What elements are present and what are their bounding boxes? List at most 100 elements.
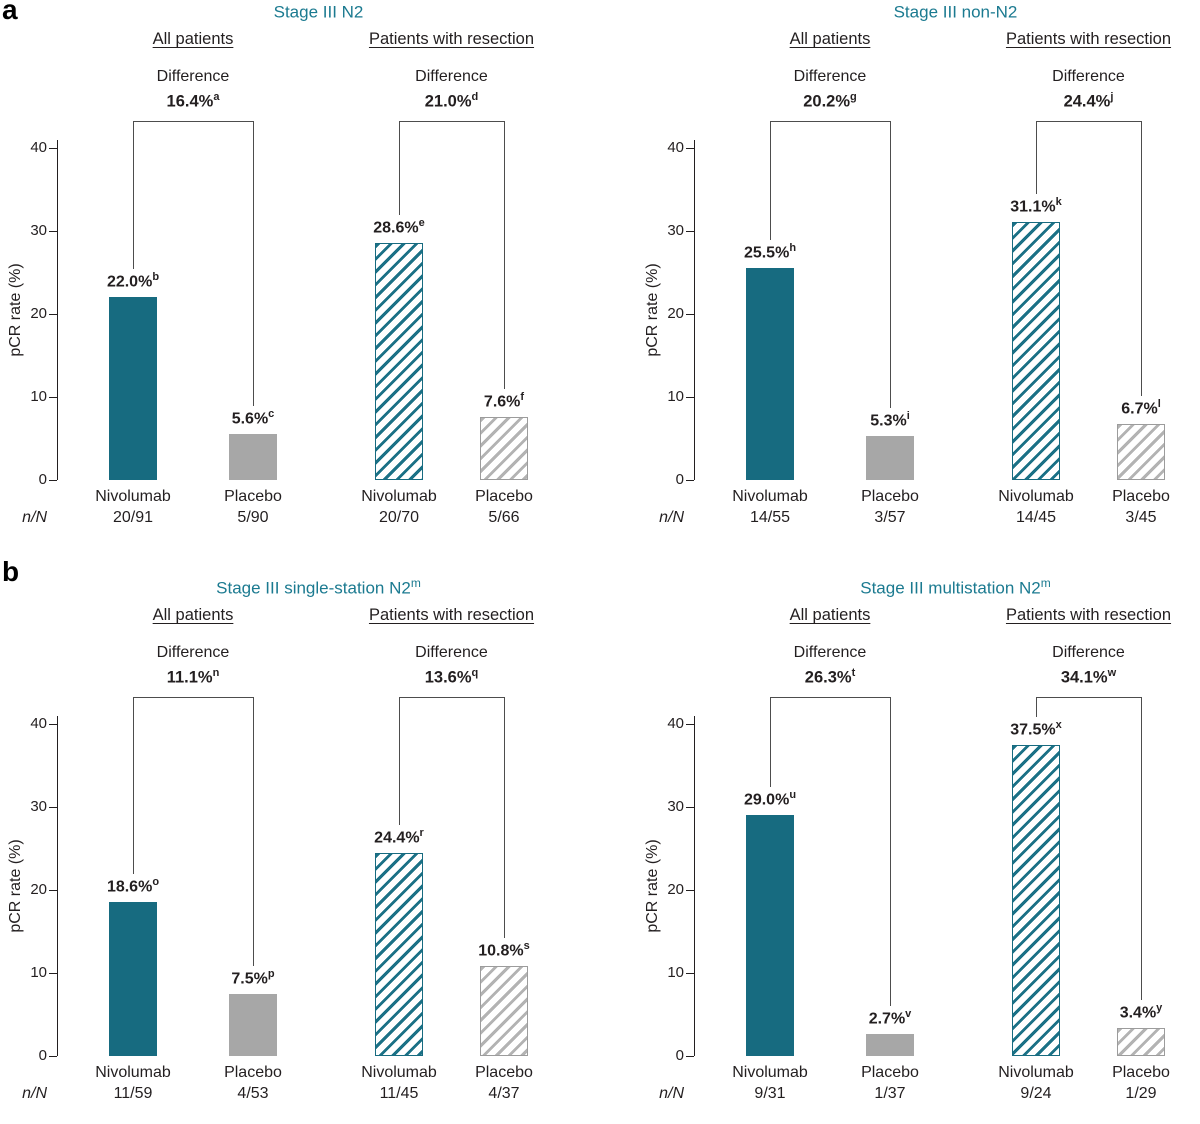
y-axis-label: pCR rate (%) [644,263,661,357]
comparison-bracket-line [133,121,134,270]
y-tick-label: 30 [667,798,684,815]
bar-value-superscript: v [905,1007,912,1020]
bar-value-label: 31.1%k [971,196,1101,216]
chart-title: Stage III single-station N2m [57,576,580,599]
y-tick-mark [686,807,694,808]
difference-label: Difference [793,644,867,661]
bar-chart-stage-iii-single-station-n2: Stage III single-station N2m 0 10 20 30 40 pCR… [0,576,562,1124]
bar-n-over-N-value: 5/90 [237,509,269,526]
comparison-bracket-line [890,121,891,408]
bar-value-superscript: o [152,875,160,888]
difference-label: Difference [415,68,488,85]
bar-value-text: 3.4% [1119,1004,1157,1022]
y-tick-mark [49,314,57,315]
bar-value-label: 5.6%c [188,408,318,428]
bar-value-text: 5.3% [870,412,907,430]
group-header: All patients [152,30,234,48]
bar-value-text: 2.7% [868,1009,906,1027]
bar-value-text: 24.4% [374,829,420,847]
bar-category-label: Nivolumab [95,488,171,505]
bar-nivolumab [1012,744,1060,1056]
y-tick-mark [49,973,57,974]
bar-value-text: 5.6% [231,409,269,427]
bar-value-superscript: k [1055,195,1062,208]
bar-category-label: Placebo [224,1064,282,1081]
difference-value: 26.3% [804,668,852,687]
y-tick-label: 20 [30,881,47,898]
difference-value-line: 11.1%n [83,663,303,688]
difference-annotation: Difference 26.3%t [720,642,940,688]
bar-category-label: Placebo [475,488,533,505]
y-tick-mark [49,807,57,808]
bar-nivolumab [746,815,794,1056]
n-over-N-label: n/N [659,1085,684,1102]
y-tick-label: 10 [30,964,47,981]
bar-placebo [1117,1027,1165,1056]
bar-value-superscript: e [418,216,425,229]
bar-value-text: 18.6% [106,877,153,895]
y-tick-label: 10 [667,388,684,405]
difference-value: 13.6% [424,668,472,687]
bar-value-text: 10.8% [478,942,524,960]
difference-superscript: j [1110,91,1114,103]
y-tick-label: 40 [30,139,47,156]
y-axis-line [57,140,58,480]
y-tick-mark [686,397,694,398]
bar-chart-stage-iii-non-n2: Stage III non-N2 0 10 20 30 40 pCR rate (%) n/N… [637,0,1199,548]
difference-value: 34.1% [1060,668,1108,687]
difference-superscript: w [1107,667,1117,679]
difference-label: Difference [1052,644,1125,661]
y-axis-label: pCR rate (%) [7,839,24,933]
bar-nivolumab [375,853,423,1056]
y-axis-label: pCR rate (%) [644,839,661,933]
bar-value-superscript: x [1055,718,1062,731]
y-tick-mark [686,314,694,315]
bar-n-over-N-value: 14/55 [749,509,791,526]
difference-value: 21.0% [424,92,472,111]
bar-category-label: Placebo [224,488,282,505]
bar-category-label: Nivolumab [998,488,1074,505]
y-tick-mark [49,148,57,149]
comparison-bracket-line [1036,697,1141,698]
bar-value-label: 28.6%e [334,217,464,237]
bar-n-over-N-value: 11/59 [113,1085,153,1102]
comparison-bracket-line [253,121,254,406]
bar-n-over-N-value: 9/31 [754,1085,786,1102]
y-axis-label: pCR rate (%) [7,263,24,357]
y-tick-mark [49,480,57,481]
bar-nivolumab [109,297,157,480]
difference-value: 20.2% [803,92,851,111]
bar-nivolumab [746,268,794,480]
y-axis-line [57,716,58,1056]
y-tick-label: 20 [667,881,684,898]
difference-annotation: Difference 21.0%d [342,66,562,112]
difference-annotation: Difference 20.2%g [720,66,940,112]
difference-superscript: d [471,91,479,103]
y-tick-label: 0 [675,471,684,488]
bar-n-over-N-value: 3/57 [874,509,906,526]
y-tick-label: 10 [30,388,47,405]
bar-value-superscript: h [789,242,797,255]
y-tick-mark [49,397,57,398]
comparison-bracket-line [770,121,771,241]
bar-category-label: Placebo [1112,488,1170,505]
difference-superscript: q [471,667,479,679]
y-tick-label: 30 [667,222,684,239]
comparison-bracket-line [133,697,253,698]
group-header: Patients with resection [368,606,535,624]
difference-value: 24.4% [1063,92,1111,111]
difference-value-line: 34.1%w [979,663,1199,688]
bar-value-text: 22.0% [106,273,153,291]
chart-title: Stage III multistation N2m [694,576,1200,599]
chart-title: Stage III N2 [57,0,580,23]
bar-n-over-N-value: 20/70 [378,509,420,526]
bar-category-label: Nivolumab [732,1064,808,1081]
bar-n-over-N-value: 9/24 [1020,1085,1052,1102]
difference-superscript: t [851,667,856,679]
bar-placebo [480,416,528,480]
bar-value-superscript: y [1156,1001,1163,1014]
bar-value-superscript: s [523,940,530,953]
bar-chart-stage-iii-multistation-n2: Stage III multistation N2m 0 10 20 30 40 pCR r… [637,576,1199,1124]
y-tick-label: 40 [30,715,47,732]
bar-value-label: 25.5%h [705,242,835,262]
